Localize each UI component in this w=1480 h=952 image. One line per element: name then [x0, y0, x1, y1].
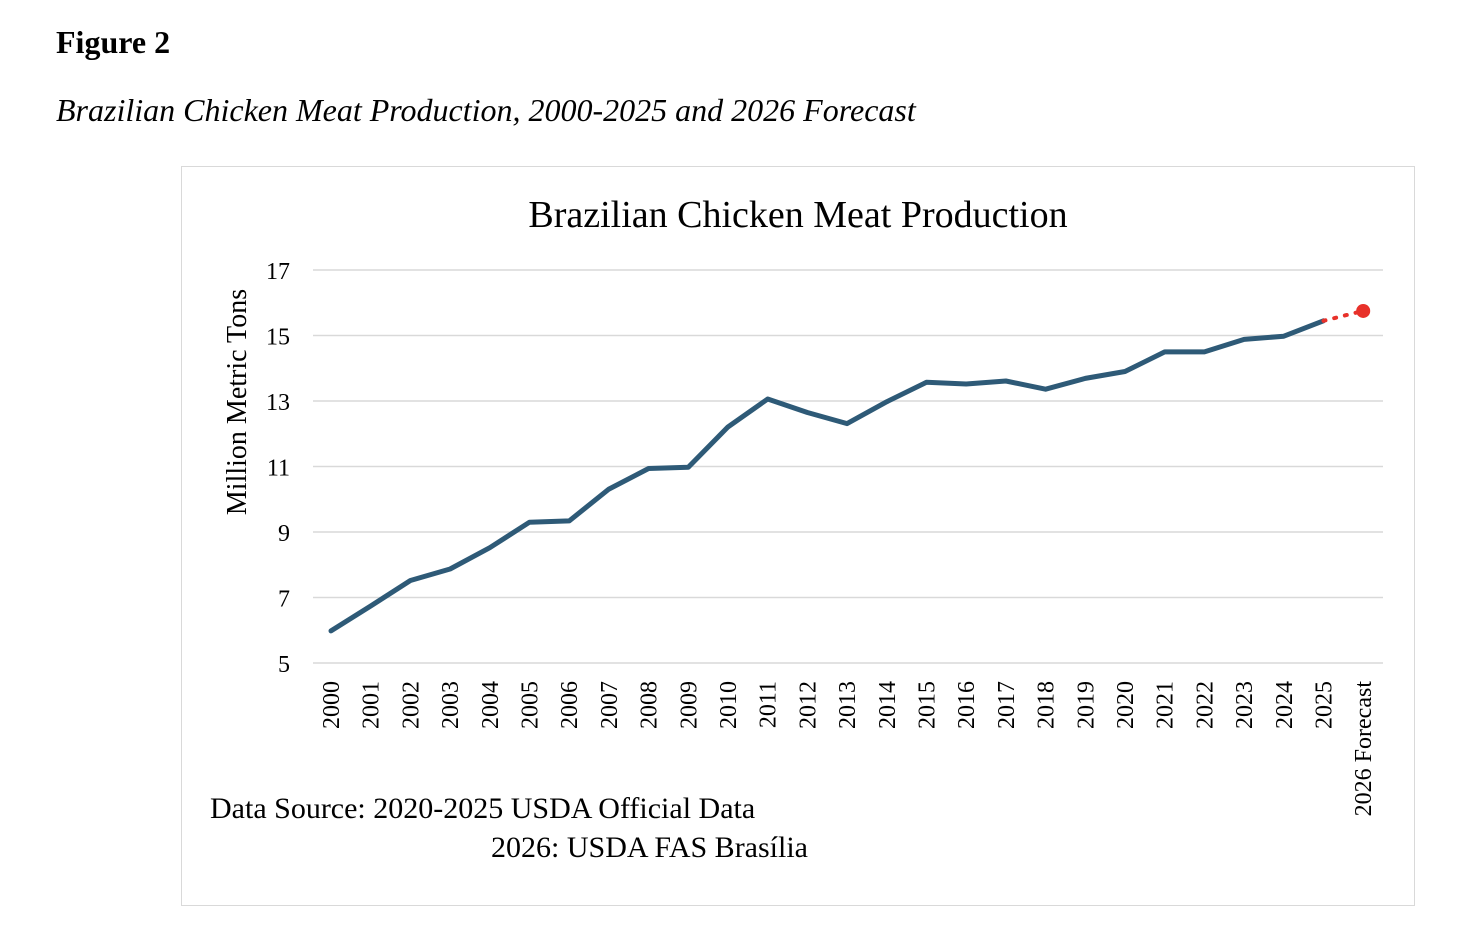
x-tick-label-2009: 2009: [676, 681, 702, 729]
chart-frame: [181, 166, 1415, 906]
source-note-line1: Data Source: 2020-2025 USDA Official Dat…: [210, 792, 755, 825]
x-tick-label-2005: 2005: [518, 681, 544, 729]
x-tick-label-2024: 2024: [1272, 681, 1298, 729]
source-note-line2: 2026: USDA FAS Brasília: [491, 831, 808, 864]
y-axis-label: Million Metric Tons: [222, 289, 253, 515]
x-tick-label-2021: 2021: [1153, 681, 1179, 729]
series-line-1: [328, 318, 1326, 634]
y-tick-label-13: 13: [266, 390, 290, 416]
x-tick-label-2025: 2025: [1312, 681, 1338, 729]
x-tick-label-2018: 2018: [1034, 681, 1060, 729]
series-points: [1356, 303, 1371, 318]
y-axis-ticks: 5 7 9 11 13 15 17: [266, 259, 290, 678]
x-tick-label-2022: 2022: [1192, 681, 1218, 729]
x-axis-ticks: 2000 2001 2002 2003 2004 2005 2006 2007 2008 2009…: [319, 681, 1377, 817]
x-tick-label-2000: 2000: [319, 681, 345, 729]
x-tick-label-2007: 2007: [597, 681, 623, 729]
x-tick-label-2023: 2023: [1232, 681, 1258, 729]
y-tick-label-9: 9: [278, 521, 290, 547]
figure-label: Figure 2: [56, 24, 171, 60]
y-tick-label-7: 7: [278, 587, 290, 613]
x-tick-label-2026-forecast: 2026 Forecast: [1351, 681, 1377, 817]
figure-caption: Brazilian Chicken Meat Production, 2000-…: [56, 92, 916, 128]
x-tick-label-2017: 2017: [994, 681, 1020, 729]
chart-title: Brazilian Chicken Meat Production: [528, 194, 1067, 236]
forecast-point: [1356, 303, 1371, 318]
x-tick-label-2016: 2016: [954, 681, 980, 729]
x-tick-label-2002: 2002: [398, 681, 424, 729]
y-tick-label-15: 15: [266, 325, 290, 351]
x-tick-label-2003: 2003: [438, 681, 464, 729]
x-tick-label-2020: 2020: [1113, 681, 1139, 729]
y-tick-label-11: 11: [267, 456, 290, 482]
gridlines: [313, 269, 1383, 664]
series-lines: [328, 308, 1366, 634]
y-tick-label-17: 17: [266, 259, 290, 285]
x-tick-label-2012: 2012: [795, 681, 821, 729]
x-tick-label-2004: 2004: [478, 681, 504, 729]
x-tick-label-2014: 2014: [875, 681, 901, 729]
x-tick-label-2011: 2011: [756, 681, 782, 728]
x-tick-label-2015: 2015: [915, 681, 941, 729]
x-tick-label-2013: 2013: [835, 681, 861, 729]
x-tick-label-2019: 2019: [1073, 681, 1099, 729]
x-tick-label-2001: 2001: [359, 681, 385, 729]
x-tick-label-2006: 2006: [557, 681, 583, 729]
x-tick-label-2008: 2008: [637, 681, 663, 729]
y-tick-label-5: 5: [278, 652, 290, 678]
x-tick-label-2010: 2010: [716, 681, 742, 729]
